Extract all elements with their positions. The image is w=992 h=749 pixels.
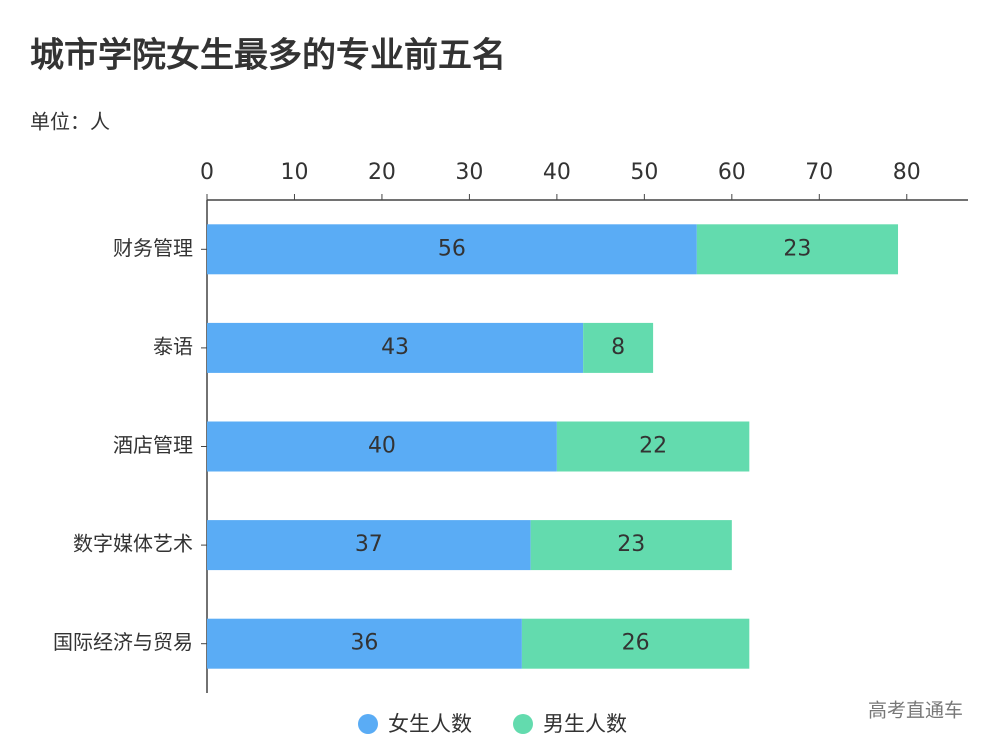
data-label: 36 <box>350 631 378 656</box>
watermark: 高考直通车 <box>868 700 963 722</box>
x-tick-label: 70 <box>805 160 833 185</box>
x-tick-label: 40 <box>543 160 571 185</box>
data-label: 26 <box>622 631 650 656</box>
bar-segment <box>696 224 899 275</box>
chart-subtitle: 单位：人 <box>30 110 110 134</box>
legend-marker <box>513 714 533 734</box>
bar-segment <box>521 618 750 669</box>
data-label: 22 <box>639 434 667 459</box>
data-label: 56 <box>438 236 466 261</box>
data-label: 40 <box>368 434 396 459</box>
legend-label: 女生人数 <box>388 712 472 736</box>
data-label: 23 <box>783 236 811 261</box>
data-label: 37 <box>355 532 383 557</box>
bar-segment <box>207 322 584 373</box>
y-tick-label: 国际经济与贸易 <box>53 630 193 654</box>
bar-segment <box>207 421 557 472</box>
data-label: 8 <box>611 335 625 360</box>
bar-segment <box>556 421 750 472</box>
x-tick-label: 10 <box>280 160 308 185</box>
x-tick-label: 50 <box>630 160 658 185</box>
y-tick-label: 财务管理 <box>113 236 193 260</box>
bar-segment <box>207 520 531 571</box>
x-tick-label: 20 <box>368 160 396 185</box>
bar-segment <box>207 618 522 669</box>
bar-segment <box>530 520 732 571</box>
y-tick-label: 泰语 <box>153 334 193 358</box>
x-tick-label: 30 <box>455 160 483 185</box>
x-tick-label: 60 <box>718 160 746 185</box>
legend-label: 男生人数 <box>543 712 627 736</box>
chart-title: 城市学院女生最多的专业前五名 <box>30 36 506 76</box>
y-tick-label: 数字媒体艺术 <box>73 532 193 556</box>
data-label: 23 <box>617 532 645 557</box>
data-label: 43 <box>381 335 409 360</box>
x-tick-label: 0 <box>200 160 214 185</box>
legend-marker <box>358 714 378 734</box>
bar-segment <box>207 224 697 275</box>
bar-segment <box>583 322 654 373</box>
x-tick-label: 80 <box>893 160 921 185</box>
y-tick-label: 酒店管理 <box>113 433 193 457</box>
